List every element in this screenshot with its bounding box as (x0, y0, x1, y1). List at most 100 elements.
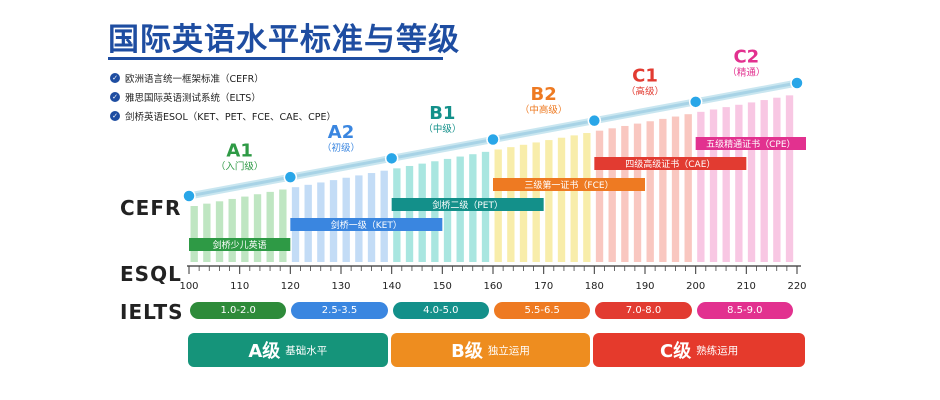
level-stripe (570, 135, 578, 262)
level-code-b1: B1 (429, 103, 455, 124)
level-stripe (671, 116, 680, 263)
level-region-c2 (695, 91, 797, 263)
level-code-c1: C1 (632, 65, 658, 86)
level-stripe (380, 170, 388, 262)
ielts-score-pill: 2.5-3.5 (291, 302, 388, 319)
level-boundary-dot (283, 170, 298, 184)
exam-bar-label: 三级第一证书（FCE） (524, 179, 613, 191)
level-stripe (621, 125, 629, 262)
band-title: C级 (660, 341, 692, 362)
level-stripe (595, 130, 604, 262)
level-stripe (241, 196, 249, 262)
level-name-a2: （初级） (322, 142, 360, 154)
level-stripe (228, 198, 236, 262)
level-name-c2: （精通） (727, 66, 765, 78)
exam-bar-fill (594, 157, 747, 170)
exam-bar-label: 剑桥二级（PET） (432, 199, 503, 211)
level-stripe (608, 128, 616, 262)
level-stripe (747, 102, 756, 263)
proficiency-band: B级 独立运用 (390, 333, 591, 367)
legend-item-cambridge: ✓ 剑桥英语ESOL（KET、PET、FCE、CAE、CPE） (110, 106, 336, 125)
legend-label: 雅思国际英语测试系统（ELTS） (125, 92, 261, 104)
level-name-a1: （入门级） (216, 161, 264, 173)
level-stripe (431, 161, 439, 262)
esql-tick-label: 150 (433, 281, 452, 292)
legend-label: 欧洲语言统一框架标准（CEFR） (125, 73, 264, 85)
level-stripe (659, 118, 667, 262)
cambridge-exam-bar: 四级高级证书（CAE） (594, 157, 747, 170)
esql-tick-label: 100 (179, 281, 198, 292)
level-region-a2 (290, 166, 392, 262)
level-name-c1: （高级） (626, 85, 664, 97)
check-icon: ✓ (110, 110, 120, 121)
proficiency-band: A级 基础水平 (188, 333, 388, 367)
level-stripe (545, 140, 553, 262)
exam-bar-label: 剑桥一级（KET） (331, 219, 402, 231)
cambridge-exam-bar: 剑桥一级（KET） (290, 218, 443, 231)
level-stripe (633, 123, 642, 263)
level-stripe (773, 97, 781, 262)
level-stripe (735, 104, 743, 262)
level-stripe (684, 114, 692, 262)
level-stripe (697, 111, 705, 262)
esql-tick-label: 200 (686, 281, 705, 292)
level-stripe (393, 168, 401, 262)
esql-tick-label: 160 (483, 281, 502, 292)
check-icon: ✓ (110, 91, 120, 102)
level-name-b2: （中高级） (520, 104, 568, 116)
level-region-bg (695, 91, 797, 262)
level-stripe (722, 107, 730, 262)
legend-label: 剑桥英语ESOL（KET、PET、FCE、CAE、CPE） (125, 111, 336, 123)
level-region-b2 (493, 128, 595, 262)
level-stripe (709, 109, 718, 263)
level-stripe (190, 206, 198, 262)
level-boundary-dot (587, 113, 602, 128)
level-stripe (760, 100, 768, 262)
exam-bar-label: 五级精通证书（CPE） (706, 138, 795, 150)
esql-tick-label: 190 (635, 281, 654, 292)
level-stripe (215, 201, 224, 262)
exam-bar-fill (391, 198, 544, 211)
level-stripe (367, 173, 376, 262)
level-stripe (557, 137, 566, 262)
level-stripe (785, 95, 794, 263)
ielts-score-pill: 4.0-5.0 (392, 302, 489, 319)
cambridge-exam-bar: 剑桥少儿英语 (189, 238, 291, 251)
esql-tick-label: 180 (585, 281, 604, 292)
level-code-c2: C2 (733, 46, 759, 67)
level-boundary-dot (688, 95, 703, 109)
level-stripe (279, 189, 287, 262)
level-code-a2: A2 (328, 122, 354, 143)
level-region-bg (493, 128, 595, 262)
exam-bar-fill (189, 238, 291, 251)
title-underline (108, 57, 443, 60)
exam-bar-fill (695, 137, 806, 150)
level-stripe (646, 121, 654, 262)
exam-bar-fill (290, 218, 443, 231)
esql-tick-label: 170 (534, 281, 553, 292)
level-stripe (405, 165, 414, 262)
level-name-b1: （中级） (423, 123, 461, 135)
exam-bar-fill (493, 178, 645, 191)
band-title: B级 (451, 341, 483, 362)
level-boundary-dot (486, 132, 500, 147)
check-icon: ✓ (110, 72, 120, 83)
band-title: A级 (248, 341, 281, 362)
level-boundary-dot (384, 151, 399, 166)
band-subtitle: 独立运用 (487, 344, 530, 357)
level-stripe (253, 194, 262, 262)
ielts-score-pill: 7.0-8.0 (595, 302, 692, 319)
esql-tick-label: 130 (331, 281, 350, 292)
ielts-score-pill: 5.5-6.5 (494, 302, 591, 319)
cambridge-exam-bar: 五级精通证书（CPE） (695, 137, 806, 150)
level-stripe (583, 133, 591, 262)
proficiency-band: C级 熟练运用 (593, 333, 805, 367)
level-code-b2: B2 (531, 84, 557, 105)
level-boundary-dot (182, 189, 196, 203)
cambridge-exam-bar: 剑桥二级（PET） (391, 198, 544, 211)
legend: ✓ 欧洲语言统一框架标准（CEFR） ✓ 雅思国际英语测试系统（ELTS） ✓ … (110, 68, 336, 125)
ielts-score-pill: 8.5-9.0 (696, 302, 793, 319)
level-boundary-dot (790, 76, 804, 90)
legend-item-cefr: ✓ 欧洲语言统一框架标准（CEFR） (110, 68, 336, 87)
